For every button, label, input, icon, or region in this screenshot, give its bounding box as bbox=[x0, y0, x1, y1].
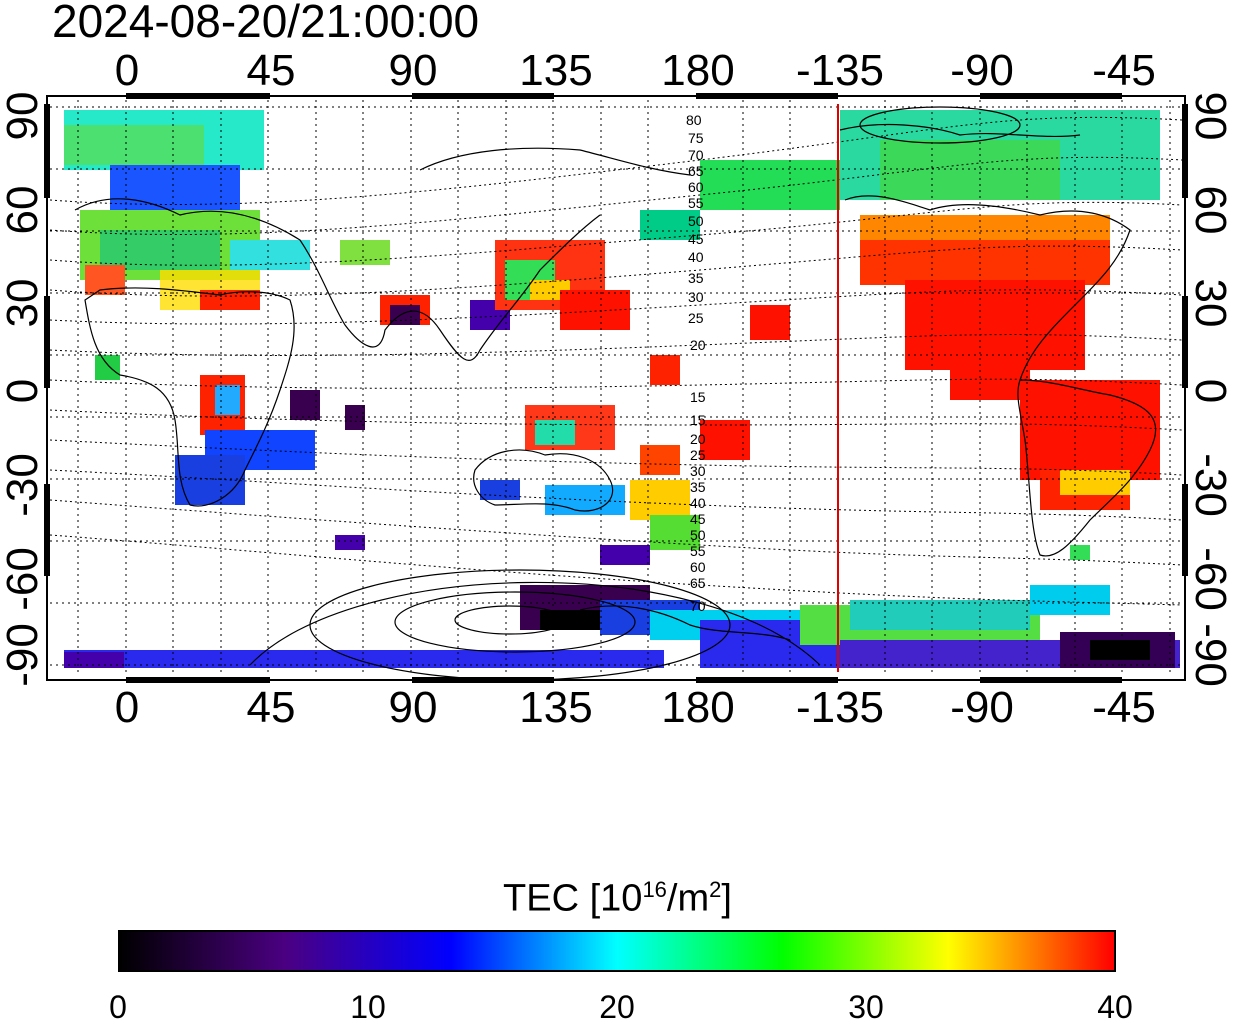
tec-colorbar bbox=[118, 930, 1116, 972]
top-lon-tick: 180 bbox=[661, 46, 735, 95]
contour-label: 60 bbox=[690, 559, 706, 575]
contour-label: 15 bbox=[690, 412, 706, 428]
colorbar-label: 10 bbox=[350, 989, 386, 1025]
contour-label: 55 bbox=[690, 543, 706, 559]
contour-label: 20 bbox=[690, 431, 706, 447]
tec-data-patches bbox=[64, 110, 1180, 668]
contour-label: 45 bbox=[690, 511, 706, 527]
contour-label: 40 bbox=[688, 249, 704, 265]
contour-label: 70 bbox=[688, 147, 704, 163]
top-lon-tick: -90 bbox=[950, 46, 1014, 95]
top-lon-tick: 135 bbox=[519, 46, 593, 95]
bottom-lon-tick: -90 bbox=[950, 683, 1014, 732]
contour-label: 15 bbox=[690, 389, 706, 405]
border-tick-bands bbox=[44, 93, 1188, 683]
bottom-lon-tick: -135 bbox=[795, 683, 885, 732]
map-timestamp-title: 2024-08-20/21:00:00 bbox=[52, 0, 480, 47]
bottom-lon-tick: 45 bbox=[246, 683, 296, 732]
bottom-lon-tick: -45 bbox=[1092, 683, 1156, 732]
contour-label: 75 bbox=[688, 130, 704, 146]
contour-label: 60 bbox=[688, 179, 704, 195]
contour-label: 25 bbox=[688, 310, 704, 326]
contour-label: 30 bbox=[688, 289, 704, 305]
top-lon-tick: 0 bbox=[114, 46, 140, 95]
contour-label: 45 bbox=[688, 231, 704, 247]
coastlines bbox=[74, 123, 1157, 641]
colorbar-label: 30 bbox=[848, 989, 884, 1025]
tec-world-map: 80 75 70 65 60 55 50 45 40 35 30 25 20 1… bbox=[44, 93, 1188, 683]
bottom-lon-tick: 135 bbox=[519, 683, 593, 732]
contour-label: 50 bbox=[690, 527, 706, 543]
contour-label: 70 bbox=[690, 598, 706, 614]
south-pole-contours bbox=[249, 106, 1021, 681]
contour-label: 50 bbox=[688, 213, 704, 229]
colorbar-label: 20 bbox=[599, 989, 635, 1025]
contour-label: 65 bbox=[690, 575, 706, 591]
contour-label: 20 bbox=[690, 337, 706, 353]
contour-label: 35 bbox=[688, 270, 704, 286]
colorbar-label: 0 bbox=[109, 989, 127, 1025]
contour-label-group: 80 75 70 65 60 55 50 45 40 35 30 25 20 1… bbox=[686, 112, 706, 614]
contour-label: 55 bbox=[688, 195, 704, 211]
magnetic-latitude-contours bbox=[49, 116, 1183, 606]
colorbar-label: 40 bbox=[1097, 989, 1133, 1025]
contour-label: 35 bbox=[690, 479, 706, 495]
contour-label: 65 bbox=[688, 163, 704, 179]
contour-label: 80 bbox=[686, 112, 702, 128]
graticule bbox=[50, 100, 1182, 676]
colorbar-title: TEC [1016/m2] bbox=[503, 877, 732, 920]
top-lon-tick: -45 bbox=[1092, 46, 1156, 95]
bottom-lon-tick: 0 bbox=[114, 683, 140, 732]
contour-label: 30 bbox=[690, 463, 706, 479]
bottom-lon-tick: 90 bbox=[388, 683, 438, 732]
bottom-lon-tick: 180 bbox=[661, 683, 735, 732]
contour-label: 25 bbox=[690, 447, 706, 463]
top-lon-tick: -135 bbox=[795, 46, 885, 95]
top-lon-tick: 90 bbox=[388, 46, 438, 95]
contour-label: 40 bbox=[690, 495, 706, 511]
top-lon-tick: 45 bbox=[246, 46, 296, 95]
